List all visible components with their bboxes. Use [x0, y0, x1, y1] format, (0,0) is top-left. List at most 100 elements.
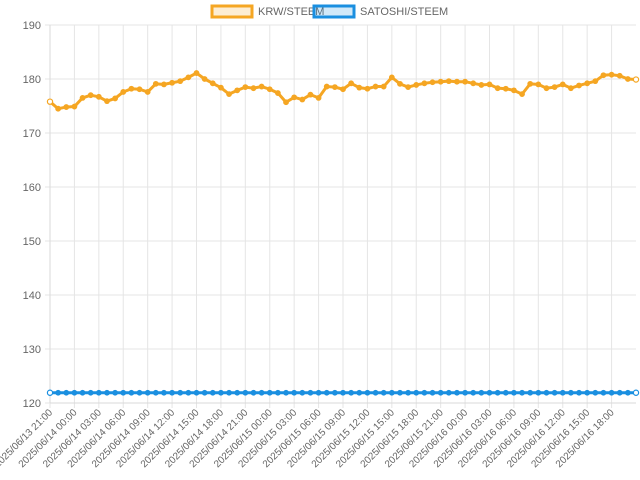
- data-point[interactable]: [209, 389, 216, 396]
- data-point[interactable]: [511, 389, 517, 396]
- data-point[interactable]: [462, 78, 468, 85]
- data-point[interactable]: [120, 89, 127, 95]
- data-point[interactable]: [87, 389, 94, 396]
- data-point[interactable]: [486, 81, 493, 88]
- data-point[interactable]: [104, 98, 110, 105]
- data-point[interactable]: [413, 389, 420, 396]
- data-point[interactable]: [95, 93, 102, 100]
- data-point[interactable]: [454, 389, 460, 396]
- data-point-end[interactable]: [632, 389, 640, 396]
- data-point[interactable]: [551, 84, 558, 90]
- data-point[interactable]: [161, 81, 167, 88]
- data-point[interactable]: [551, 389, 558, 396]
- data-point[interactable]: [584, 389, 591, 396]
- data-point[interactable]: [250, 85, 257, 92]
- data-point[interactable]: [55, 105, 62, 112]
- data-point[interactable]: [136, 86, 143, 93]
- data-point[interactable]: [437, 389, 444, 396]
- data-point[interactable]: [405, 389, 412, 396]
- data-point[interactable]: [283, 389, 289, 396]
- data-point[interactable]: [250, 389, 257, 396]
- data-point[interactable]: [315, 95, 322, 101]
- data-point[interactable]: [63, 104, 70, 110]
- data-point[interactable]: [494, 389, 501, 396]
- data-point[interactable]: [340, 389, 346, 396]
- data-point[interactable]: [413, 82, 420, 88]
- data-point[interactable]: [356, 84, 363, 91]
- data-point[interactable]: [291, 94, 298, 101]
- data-point[interactable]: [502, 85, 509, 92]
- data-point[interactable]: [299, 96, 306, 103]
- data-point[interactable]: [486, 389, 493, 396]
- data-point[interactable]: [535, 81, 542, 88]
- data-point[interactable]: [299, 389, 306, 396]
- data-point[interactable]: [405, 84, 412, 90]
- data-point[interactable]: [185, 74, 192, 81]
- data-point[interactable]: [71, 103, 78, 110]
- data-point[interactable]: [470, 389, 477, 396]
- data-point[interactable]: [136, 389, 143, 396]
- data-point[interactable]: [291, 389, 298, 396]
- data-point[interactable]: [242, 84, 249, 90]
- data-point[interactable]: [502, 389, 509, 396]
- data-point[interactable]: [576, 389, 582, 396]
- data-point[interactable]: [543, 85, 550, 92]
- data-point[interactable]: [356, 389, 363, 396]
- data-point[interactable]: [169, 79, 175, 86]
- data-point[interactable]: [104, 389, 110, 396]
- data-point[interactable]: [152, 80, 159, 87]
- data-point[interactable]: [331, 389, 338, 396]
- data-point[interactable]: [331, 84, 338, 90]
- data-point[interactable]: [234, 389, 241, 396]
- data-point[interactable]: [478, 389, 485, 396]
- data-point[interactable]: [161, 389, 167, 396]
- data-point[interactable]: [511, 87, 517, 94]
- data-point[interactable]: [527, 389, 534, 396]
- data-point[interactable]: [380, 83, 387, 90]
- data-point[interactable]: [209, 80, 216, 87]
- data-point[interactable]: [559, 81, 566, 88]
- data-point[interactable]: [340, 86, 346, 93]
- data-point[interactable]: [258, 83, 265, 90]
- data-point[interactable]: [177, 78, 184, 85]
- data-point[interactable]: [576, 82, 582, 89]
- data-point[interactable]: [307, 389, 314, 396]
- data-point[interactable]: [274, 389, 281, 396]
- data-point[interactable]: [234, 87, 241, 94]
- data-point[interactable]: [201, 76, 208, 82]
- data-point[interactable]: [624, 389, 631, 396]
- data-point[interactable]: [584, 80, 591, 87]
- data-point[interactable]: [429, 389, 436, 396]
- legend-item[interactable]: KRW/STEEM: [210, 4, 324, 19]
- data-point[interactable]: [478, 82, 485, 88]
- data-point[interactable]: [193, 389, 200, 396]
- data-point[interactable]: [494, 85, 501, 92]
- data-point[interactable]: [559, 389, 566, 396]
- data-point[interactable]: [63, 389, 70, 396]
- data-point[interactable]: [71, 389, 78, 396]
- data-point[interactable]: [592, 389, 599, 396]
- data-point[interactable]: [95, 389, 102, 396]
- data-point[interactable]: [462, 389, 468, 396]
- data-point[interactable]: [421, 80, 428, 87]
- data-point[interactable]: [242, 389, 249, 396]
- data-point[interactable]: [519, 91, 525, 98]
- data-point[interactable]: [364, 85, 371, 92]
- data-point[interactable]: [388, 389, 395, 396]
- data-point[interactable]: [226, 91, 232, 98]
- data-point[interactable]: [274, 90, 281, 96]
- data-point[interactable]: [201, 389, 208, 396]
- data-point[interactable]: [372, 389, 379, 396]
- data-point[interactable]: [388, 74, 395, 81]
- legend-item[interactable]: SATOSHI/STEEM: [312, 4, 448, 19]
- data-point[interactable]: [315, 389, 322, 396]
- data-point[interactable]: [454, 78, 460, 85]
- data-point[interactable]: [535, 389, 542, 396]
- data-point[interactable]: [218, 389, 224, 396]
- data-point[interactable]: [87, 92, 94, 99]
- data-point[interactable]: [592, 78, 599, 85]
- data-point[interactable]: [307, 91, 314, 98]
- data-point[interactable]: [445, 78, 452, 85]
- data-point[interactable]: [226, 389, 232, 396]
- data-point[interactable]: [429, 79, 436, 86]
